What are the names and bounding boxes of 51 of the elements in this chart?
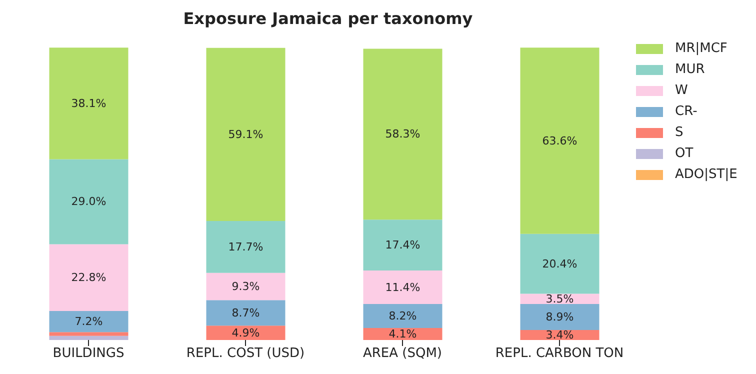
- x-tick-label: BUILDINGS: [52, 346, 124, 362]
- bar: [206, 48, 286, 222]
- data-label: 8.9%: [546, 310, 574, 324]
- bar: [206, 272, 286, 300]
- data-label: 22.8%: [71, 271, 106, 284]
- data-label: 11.4%: [385, 280, 420, 294]
- bar: [520, 234, 600, 294]
- bar: [520, 294, 600, 304]
- legend-label: S: [675, 125, 684, 140]
- data-label: 59.1%: [228, 128, 264, 141]
- data-label: 4.9%: [232, 326, 260, 340]
- data-label: 38.1%: [71, 96, 106, 110]
- data-label: 4.1%: [388, 327, 417, 340]
- data-label: 63.6%: [542, 134, 578, 148]
- bar: [206, 300, 286, 326]
- legend-label: OT: [675, 146, 694, 161]
- data-label: 8.7%: [232, 306, 260, 320]
- data-label: 3.4%: [546, 328, 574, 342]
- chart-title: Exposure Jamaica per taxonomy: [182, 9, 474, 28]
- legend-label: CR-: [675, 104, 698, 119]
- x-tick-label: REPL. COST (USD): [186, 346, 305, 362]
- data-label: 17.4%: [385, 238, 420, 252]
- legend-label: W: [675, 83, 688, 98]
- bar: [49, 244, 128, 311]
- bar: [49, 159, 128, 244]
- bar: [520, 304, 600, 330]
- data-label: 7.2%: [74, 315, 103, 328]
- data-label: 29.0%: [71, 195, 106, 208]
- bar: [49, 310, 128, 332]
- bar: [520, 48, 600, 234]
- data-label: 3.5%: [546, 292, 574, 306]
- bar: [363, 220, 442, 271]
- bar: [363, 304, 442, 328]
- bar: [363, 270, 442, 304]
- legend-label: ADO|ST|E: [675, 167, 738, 182]
- data-label: 8.2%: [388, 309, 417, 322]
- bar: [49, 48, 128, 160]
- data-label: 17.7%: [228, 240, 264, 254]
- bar: [363, 328, 442, 340]
- bar: [49, 332, 128, 336]
- bar: [206, 326, 286, 340]
- bar: [49, 336, 128, 340]
- x-tick-label: AREA (SQM): [362, 346, 442, 362]
- bar: [363, 48, 442, 220]
- data-label: 9.3%: [232, 280, 260, 294]
- bar: [206, 221, 286, 273]
- x-tick-label: REPL. CARBON TON: [495, 346, 624, 362]
- legend-label: MUR: [675, 62, 705, 77]
- data-label: 58.3%: [385, 128, 420, 141]
- legend-label: MR|MCF: [675, 41, 728, 56]
- data-label: 20.4%: [542, 257, 578, 270]
